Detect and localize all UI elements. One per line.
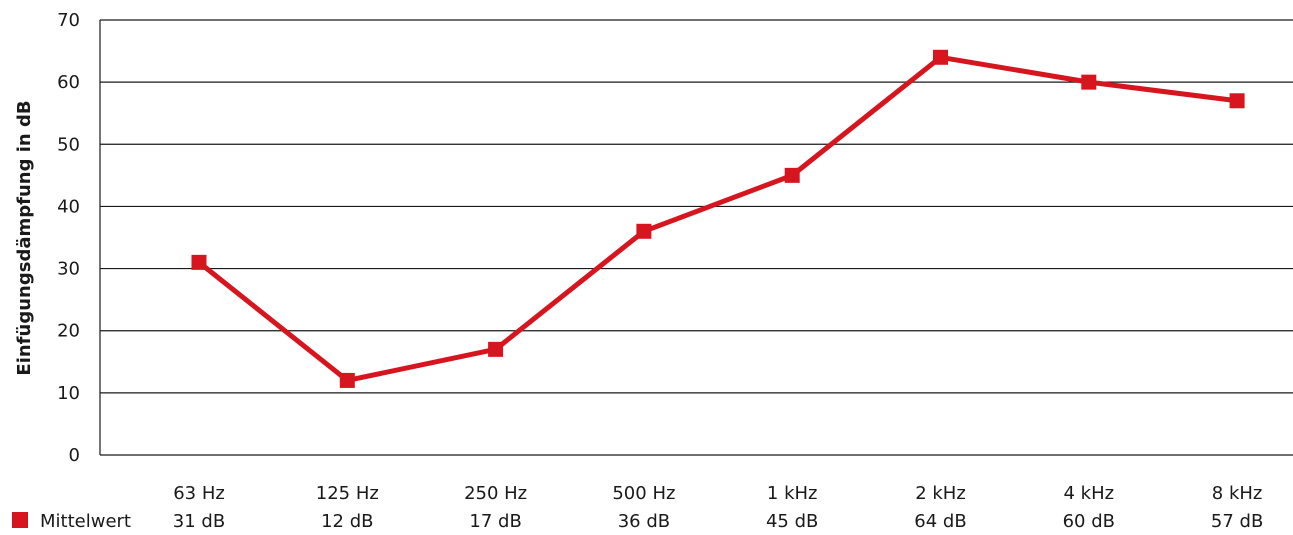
legend-label-mittelwert: Mittelwert: [40, 511, 131, 532]
x-category-label-2: 250 Hz: [464, 483, 527, 504]
y-tick-label-50: 50: [57, 134, 80, 155]
data-point-4: [784, 167, 800, 183]
x-category-label-0: 63 Hz: [173, 483, 225, 504]
series-mittelwert: [191, 49, 1245, 388]
value-label-5: 64 dB: [914, 511, 966, 532]
value-label-6: 60 dB: [1063, 511, 1115, 532]
data-point-2: [488, 341, 504, 357]
value-label-7: 57 dB: [1211, 511, 1263, 532]
legend-swatch: [12, 512, 28, 528]
legend: Mittelwert: [12, 511, 131, 532]
value-label-1: 12 dB: [321, 511, 373, 532]
y-tick-label-10: 10: [57, 383, 80, 404]
y-axis-ticks: 0 10 20 30 40 50 60 70: [57, 10, 80, 466]
y-tick-label-70: 70: [57, 10, 80, 31]
value-label-4: 45 dB: [766, 511, 818, 532]
x-category-label-3: 500 Hz: [612, 483, 675, 504]
y-tick-label-60: 60: [57, 72, 80, 93]
y-axis-label: Einfügungsdämpfung in dB: [14, 100, 35, 375]
value-label-0: 31 dB: [173, 511, 225, 532]
x-category-label-6: 4 kHz: [1064, 483, 1115, 504]
y-tick-label-20: 20: [57, 321, 80, 342]
x-category-label-5: 2 kHz: [915, 483, 966, 504]
y-tick-label-30: 30: [57, 259, 80, 280]
y-tick-label-40: 40: [57, 196, 80, 217]
x-category-label-1: 125 Hz: [316, 483, 379, 504]
x-category-label-4: 1 kHz: [767, 483, 818, 504]
data-point-3: [636, 223, 652, 239]
data-point-6: [1081, 74, 1097, 90]
y-tick-label-0: 0: [69, 445, 80, 466]
data-point-5: [933, 49, 948, 65]
x-axis-categories: 63 Hz 125 Hz 250 Hz 500 Hz 1 kHz 2 kHz 4 kHz 8 …: [173, 483, 1262, 504]
data-point-0: [191, 254, 207, 270]
value-label-3: 36 dB: [618, 511, 670, 532]
value-label-2: 17 dB: [469, 511, 521, 532]
data-point-7: [1229, 93, 1245, 109]
x-category-label-7: 8 kHz: [1212, 483, 1263, 504]
value-labels: 31 dB 12 dB 17 dB 36 dB 45 dB 64 dB 60 dB 57 dB: [173, 511, 1264, 532]
grid-lines: [99, 19, 1293, 456]
series-line-mittelwert: [197, 54, 1238, 383]
data-point-1: [339, 372, 355, 388]
